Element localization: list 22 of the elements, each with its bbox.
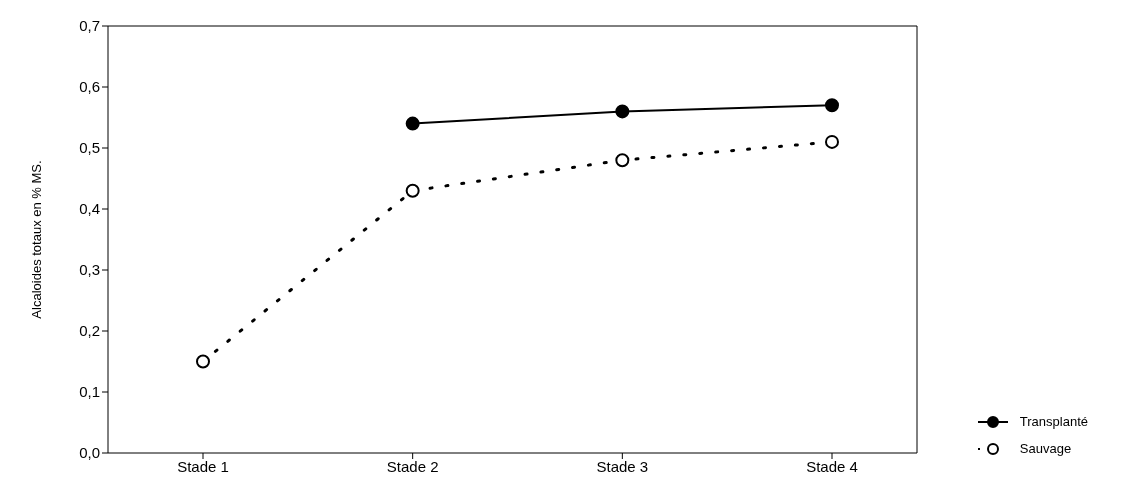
y-tick-label: 0,5 (79, 139, 100, 157)
x-tick-label: Stade 2 (386, 457, 439, 475)
y-tick-label: 0,1 (79, 383, 100, 401)
point (196, 354, 210, 369)
y-axis-title: Alcaloides totaux en % MS. (28, 160, 44, 319)
y-tick-label: 0,3 (79, 261, 100, 279)
legend-label: Transplanté (1019, 414, 1088, 429)
point (405, 116, 420, 131)
y-tick-label: 0,2 (79, 322, 100, 340)
point (825, 98, 839, 113)
y-tick-label: 0,6 (79, 78, 100, 96)
y-tick-label: 0,0 (79, 444, 100, 462)
y-tick-label: 0,4 (79, 200, 100, 218)
legend-label: Sauvage (1019, 441, 1072, 456)
x-tick-label: Stade 3 (596, 457, 649, 475)
point (825, 134, 839, 149)
x-tick-label: Stade 4 (806, 457, 858, 475)
point (405, 183, 420, 198)
x-tick-label: Stade 1 (177, 457, 229, 475)
point (615, 153, 630, 168)
y-tick-label: 0,7 (79, 17, 100, 35)
point (615, 104, 630, 119)
